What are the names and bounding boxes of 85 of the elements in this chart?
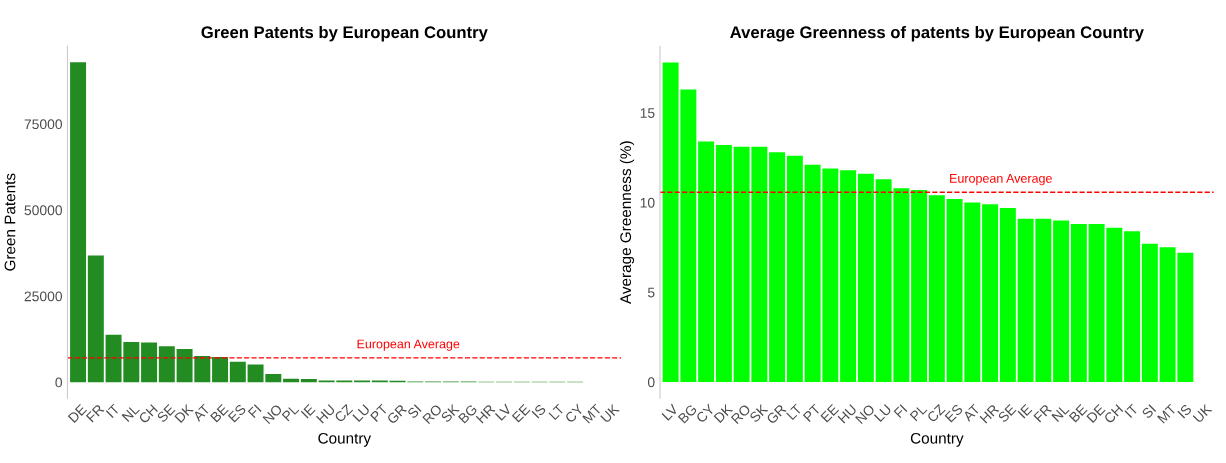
x-tick-label: MT: [1157, 403, 1177, 424]
x-tick-label: IE: [1017, 403, 1033, 419]
bar: [999, 207, 1016, 383]
x-tick-label: SI: [1141, 404, 1157, 420]
x-tick-label: UK: [1192, 403, 1213, 424]
x-tick-label: PL: [281, 403, 300, 422]
y-tick-label: 0: [647, 377, 655, 388]
x-tick-label: HU: [316, 404, 336, 424]
x-tick-label: EE: [511, 403, 531, 423]
x-tick-label: LU: [352, 404, 371, 422]
x-tick-label: AT: [962, 403, 981, 422]
bar: [786, 155, 803, 383]
bar: [229, 361, 246, 383]
bar: [300, 379, 317, 383]
bar: [840, 170, 857, 383]
bar: [87, 255, 104, 383]
chart-title: Green Patents by European Country: [201, 25, 488, 42]
y-tick-label: 15: [640, 108, 655, 118]
x-tick-label: DE: [1086, 403, 1106, 423]
ref-line-label: European Average: [950, 174, 1052, 186]
x-tick-label: PL: [909, 403, 928, 422]
x-axis-title: Country: [910, 432, 964, 447]
x-tick-label: IE: [300, 403, 316, 419]
bar: [715, 145, 732, 383]
x-tick-label: LT: [786, 403, 803, 421]
y-axis-title: Green Patents: [4, 173, 16, 271]
x-tick-label: EE: [820, 403, 840, 423]
bar: [141, 342, 158, 383]
y-tick-label: 5: [647, 287, 655, 298]
x-tick-label: UK: [600, 403, 620, 424]
x-tick-label: DK: [174, 403, 194, 423]
x-tick-label: CZ: [926, 403, 946, 423]
x-tick-label: CZ: [333, 403, 354, 423]
bar: [70, 62, 87, 383]
x-tick-label: SK: [748, 403, 769, 423]
x-tick-label: HR: [475, 403, 496, 424]
y-axis-title: Average Greenness (%): [619, 141, 635, 305]
x-tick-label: LV: [495, 403, 513, 421]
ref-line-label: European Average: [357, 339, 460, 351]
y-tick-label: 75000: [24, 119, 63, 130]
bar: [857, 173, 874, 383]
x-axis-title: Country: [318, 432, 372, 447]
bar: [1141, 243, 1158, 383]
bar: [212, 357, 229, 383]
bar: [928, 195, 945, 383]
x-tick-label: IS: [1177, 403, 1193, 419]
x-tick-label: SK: [440, 403, 460, 423]
x-tick-label: IT: [105, 403, 121, 418]
x-tick-label: FI: [893, 404, 908, 419]
x-tick-label: LV: [661, 403, 679, 421]
x-tick-label: FR: [1033, 403, 1052, 423]
chart-title: Average Greenness of patents by European Country: [730, 25, 1144, 42]
x-tick-label: BE: [210, 403, 229, 423]
x-tick-label: HR: [979, 403, 1000, 424]
x-tick-label: BG: [457, 404, 478, 424]
x-tick-label: LT: [548, 403, 565, 421]
bar: [1053, 220, 1070, 383]
y-tick-label: 50000: [24, 205, 63, 216]
bar: [1124, 231, 1141, 383]
x-tick-label: FR: [85, 403, 105, 423]
x-tick-label: FI: [247, 404, 262, 419]
x-tick-label: PT: [370, 403, 389, 422]
y-tick-label: 25000: [24, 291, 63, 302]
x-tick-label: ES: [944, 403, 964, 423]
x-tick-label: NO: [262, 403, 283, 425]
x-tick-label: NL: [1051, 403, 1070, 422]
x-tick-label: GR: [386, 403, 408, 425]
x-tick-label: NL: [121, 403, 140, 422]
x-tick-label: DE: [67, 403, 88, 423]
y-tick-label: 0: [55, 377, 63, 388]
x-tick-label: BG: [677, 404, 698, 424]
x-tick-label: RO: [422, 403, 443, 425]
x-tick-label: DK: [713, 403, 734, 423]
y-tick-label: 10: [640, 197, 655, 208]
x-tick-label: BE: [1068, 403, 1088, 423]
x-tick-label: ES: [227, 403, 247, 423]
bar: [769, 152, 786, 383]
x-tick-label: LU: [873, 404, 892, 422]
bar: [698, 141, 715, 383]
bar: [158, 346, 175, 383]
x-tick-label: IT: [1124, 403, 1139, 418]
bar: [982, 204, 999, 383]
x-tick-label: IS: [531, 403, 547, 419]
bar: [911, 189, 928, 383]
bar: [1070, 224, 1087, 383]
